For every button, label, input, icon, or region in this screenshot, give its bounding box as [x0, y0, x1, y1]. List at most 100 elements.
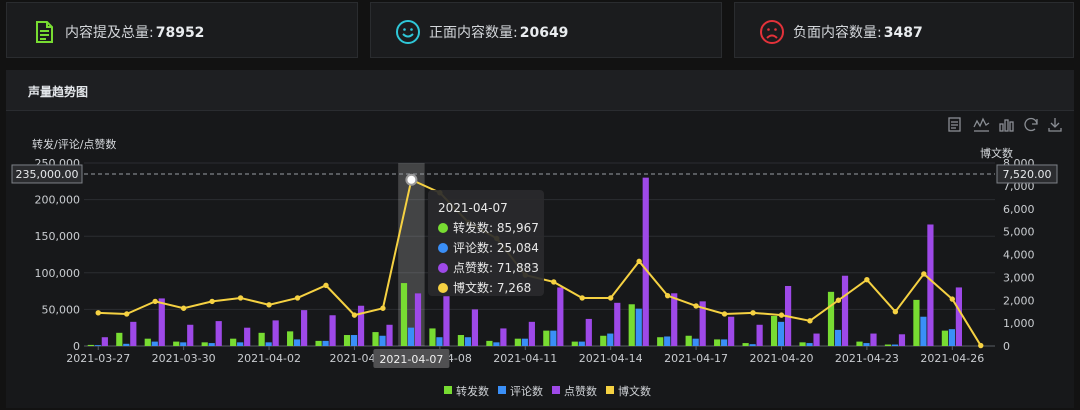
bar-点赞数[interactable] — [585, 318, 592, 346]
bar-评论数[interactable] — [436, 337, 443, 346]
point-博文数[interactable] — [864, 276, 870, 283]
bar-转发数[interactable] — [201, 342, 208, 346]
bar-评论数[interactable] — [521, 338, 528, 346]
bar-转发数[interactable] — [457, 335, 465, 346]
point-博文数[interactable] — [892, 308, 899, 315]
bar-点赞数[interactable] — [557, 287, 564, 346]
point-博文数[interactable] — [323, 282, 329, 289]
bar-转发数[interactable] — [429, 328, 436, 346]
point-博文数[interactable] — [664, 292, 671, 299]
bar-转发数[interactable] — [343, 335, 351, 346]
bar-点赞数[interactable] — [272, 320, 279, 346]
legend-swatch-博文数[interactable] — [606, 386, 614, 394]
bar-转发数[interactable] — [770, 315, 778, 346]
point-博文数[interactable] — [266, 302, 272, 308]
bar-评论数[interactable] — [407, 327, 415, 346]
bar-评论数[interactable] — [94, 345, 101, 346]
bar-转发数[interactable] — [799, 342, 806, 346]
bar-点赞数[interactable] — [357, 305, 365, 346]
bar-评论数[interactable] — [834, 329, 842, 346]
bar-点赞数[interactable] — [955, 287, 962, 346]
bar-转发数[interactable] — [685, 335, 692, 346]
bar-点赞数[interactable] — [187, 324, 194, 346]
bar-点赞数[interactable] — [528, 321, 535, 346]
point-博文数[interactable] — [294, 295, 301, 301]
bar-评论数[interactable] — [550, 330, 557, 346]
bar-评论数[interactable] — [692, 338, 699, 346]
bar-评论数[interactable] — [948, 329, 955, 346]
legend-swatch-点赞数[interactable] — [552, 386, 560, 394]
point-博文数[interactable] — [807, 318, 813, 324]
point-博文数[interactable] — [180, 305, 187, 311]
bar-评论数[interactable] — [180, 342, 187, 346]
bar-点赞数[interactable] — [414, 293, 422, 346]
bar-点赞数[interactable] — [101, 337, 108, 346]
point-博文数[interactable] — [209, 298, 215, 305]
point-博文数[interactable] — [579, 295, 585, 301]
bar-点赞数[interactable] — [927, 224, 934, 346]
bar-点赞数[interactable] — [870, 333, 877, 346]
point-博文数[interactable] — [693, 303, 699, 309]
bar-评论数[interactable] — [863, 343, 870, 346]
bar-评论数[interactable] — [749, 344, 756, 346]
legend-swatch-评论数[interactable] — [498, 386, 506, 394]
bar-点赞数[interactable] — [130, 321, 137, 346]
bar-点赞数[interactable] — [756, 324, 763, 346]
bar-转发数[interactable] — [372, 332, 379, 346]
bar-点赞数[interactable] — [443, 296, 450, 346]
point-博文数[interactable] — [949, 296, 955, 302]
bar-转发数[interactable] — [230, 338, 237, 346]
point-博文数[interactable] — [551, 279, 557, 285]
bar-转发数[interactable] — [714, 339, 721, 346]
point-博文数[interactable] — [95, 310, 101, 316]
bar-转发数[interactable] — [514, 338, 521, 346]
bar-点赞数[interactable] — [158, 298, 165, 346]
bar-评论数[interactable] — [493, 342, 500, 346]
bar-转发数[interactable] — [116, 332, 123, 346]
bar-评论数[interactable] — [891, 344, 899, 346]
bar-转发数[interactable] — [571, 341, 578, 346]
bar-点赞数[interactable] — [614, 302, 621, 346]
point-博文数[interactable] — [237, 295, 244, 301]
bar-转发数[interactable] — [884, 344, 892, 346]
bar-点赞数[interactable] — [642, 177, 649, 346]
bar-转发数[interactable] — [173, 341, 180, 346]
bar-点赞数[interactable] — [329, 315, 336, 346]
point-博文数[interactable] — [152, 298, 158, 305]
bar-转发数[interactable] — [827, 291, 835, 346]
bar-评论数[interactable] — [607, 333, 614, 346]
point-博文数[interactable] — [721, 311, 728, 317]
line-chart-icon[interactable] — [973, 117, 990, 132]
legend-swatch-转发数[interactable] — [444, 386, 452, 394]
bar-转发数[interactable] — [400, 283, 408, 346]
bar-转发数[interactable] — [315, 340, 322, 346]
bar-点赞数[interactable] — [244, 327, 251, 346]
point-博文数[interactable] — [750, 310, 756, 316]
bar-点赞数[interactable] — [728, 316, 735, 346]
bar-评论数[interactable] — [464, 337, 472, 346]
bar-评论数[interactable] — [635, 308, 642, 346]
bar-评论数[interactable] — [265, 342, 272, 346]
bar-转发数[interactable] — [628, 304, 635, 346]
bar-评论数[interactable] — [322, 340, 329, 346]
bar-点赞数[interactable] — [813, 333, 820, 346]
restore-icon[interactable] — [1024, 117, 1038, 132]
point-博文数[interactable] — [778, 312, 785, 318]
bar-转发数[interactable] — [287, 331, 294, 346]
bar-评论数[interactable] — [237, 342, 244, 346]
bar-点赞数[interactable] — [898, 334, 906, 346]
bar-转发数[interactable] — [742, 343, 749, 346]
point-博文数[interactable] — [921, 271, 927, 277]
bar-评论数[interactable] — [151, 341, 158, 346]
bar-转发数[interactable] — [600, 335, 607, 346]
bar-点赞数[interactable] — [386, 324, 393, 346]
bar-评论数[interactable] — [777, 321, 785, 346]
point-博文数[interactable] — [351, 312, 358, 318]
bar-评论数[interactable] — [350, 335, 358, 346]
bar-点赞数[interactable] — [301, 310, 308, 346]
bar-转发数[interactable] — [941, 330, 948, 346]
bar-评论数[interactable] — [208, 343, 215, 346]
bar-评论数[interactable] — [664, 336, 671, 346]
bar-转发数[interactable] — [856, 341, 863, 346]
bar-转发数[interactable] — [657, 337, 664, 346]
